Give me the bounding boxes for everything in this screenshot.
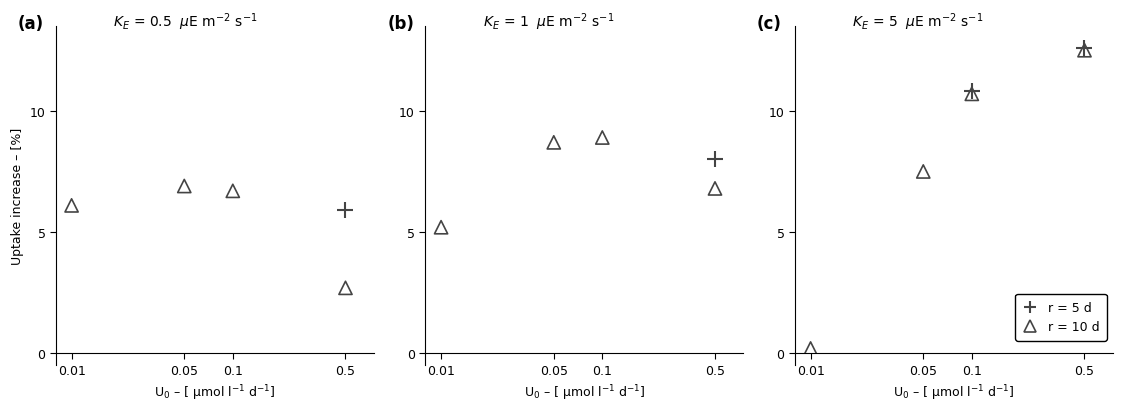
X-axis label: U$_0$ – [ μmol l$^{-1}$ d$^{-1}$]: U$_0$ – [ μmol l$^{-1}$ d$^{-1}$] [524,382,645,402]
Point [963,91,981,98]
Point [432,224,450,231]
Point [801,345,819,352]
Point [914,169,932,176]
Text: (c): (c) [756,15,781,33]
Text: $K_E$ = 0.5  $\mu$E m$^{-2}$ s$^{-1}$: $K_E$ = 0.5 $\mu$E m$^{-2}$ s$^{-1}$ [114,11,257,33]
Point [545,140,563,146]
Point [963,89,981,95]
Point [336,207,354,214]
Legend: r = 5 d, r = 10 d: r = 5 d, r = 10 d [1015,294,1107,341]
Point [224,188,242,195]
Point [336,285,354,292]
X-axis label: U$_0$ – [ μmol l$^{-1}$ d$^{-1}$]: U$_0$ – [ μmol l$^{-1}$ d$^{-1}$] [154,382,275,402]
X-axis label: U$_0$ – [ μmol l$^{-1}$ d$^{-1}$]: U$_0$ – [ μmol l$^{-1}$ d$^{-1}$] [894,382,1015,402]
Point [63,203,81,209]
Point [706,186,724,192]
Text: (b): (b) [388,15,414,33]
Point [593,135,611,142]
Point [175,183,193,190]
Point [1076,48,1094,55]
Text: $K_E$ = 5  $\mu$E m$^{-2}$ s$^{-1}$: $K_E$ = 5 $\mu$E m$^{-2}$ s$^{-1}$ [852,11,984,33]
Point [706,157,724,163]
Y-axis label: Uptake increase – [%]: Uptake increase – [%] [11,128,24,265]
Text: $K_E$ = 1  $\mu$E m$^{-2}$ s$^{-1}$: $K_E$ = 1 $\mu$E m$^{-2}$ s$^{-1}$ [482,11,614,33]
Point [1076,45,1094,52]
Text: (a): (a) [18,15,44,33]
